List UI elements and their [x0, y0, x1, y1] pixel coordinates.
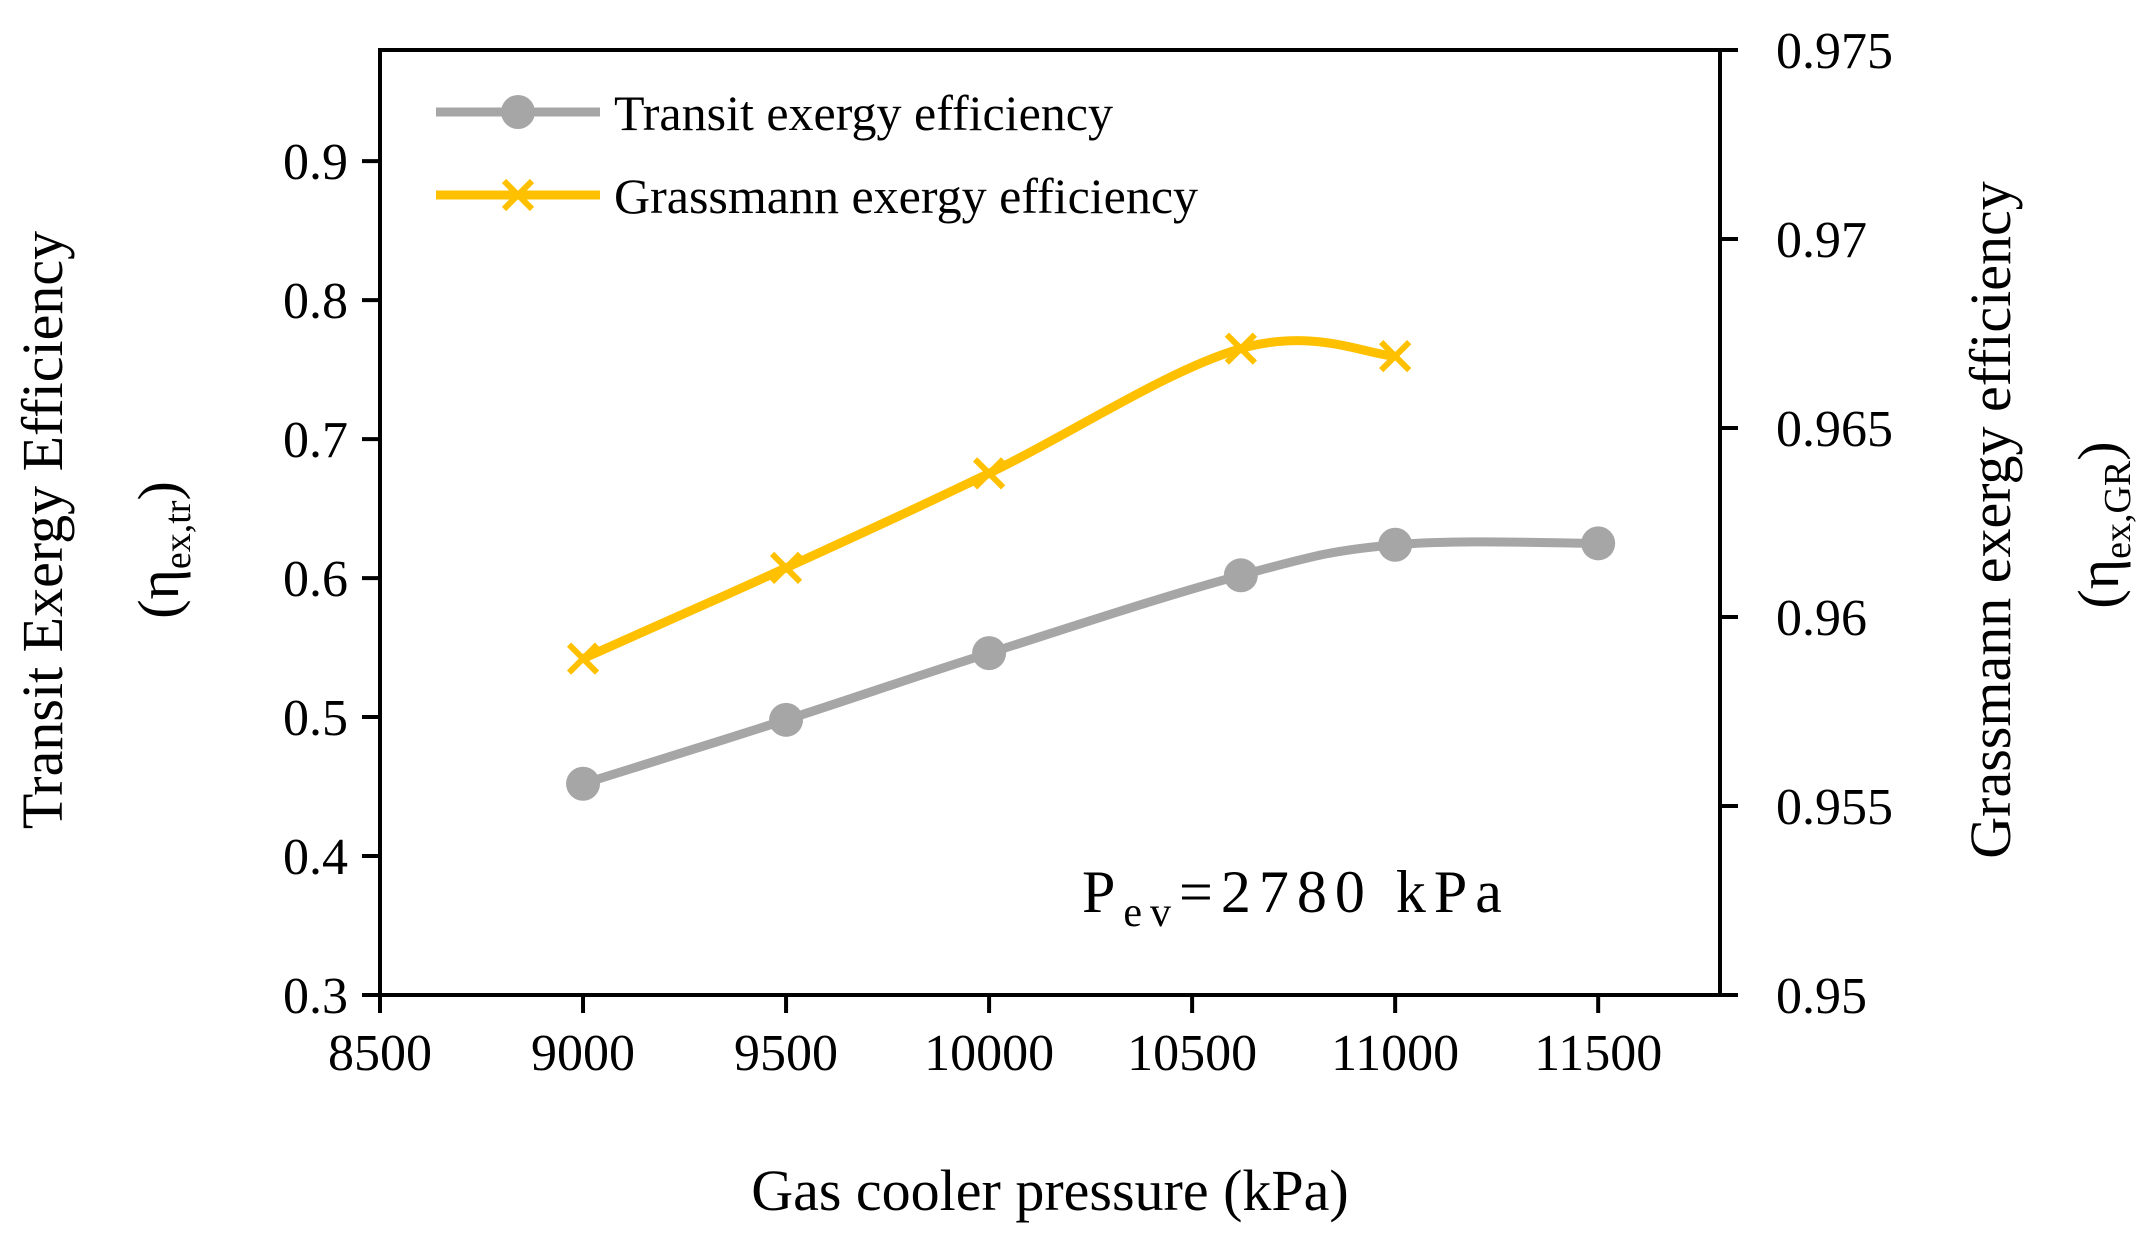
right-y-axis-title-line1: Grassmann exergy efficiency	[1958, 181, 2023, 858]
left-y-tick-label: 0.4	[283, 829, 348, 886]
left-y-axis-title: Transit Exergy Efficiency (ηex,tr)	[10, 231, 199, 829]
right-y-tick-label: 0.965	[1776, 401, 1893, 458]
x-tick-label: 11000	[1331, 1025, 1459, 1082]
x-tick-label: 9500	[734, 1025, 838, 1082]
annotation-subscript: ev	[1123, 890, 1179, 936]
transit-point-10620	[1223, 558, 1258, 593]
grassmann-point-10620	[1224, 332, 1257, 365]
grassmann-point-11000	[1379, 340, 1412, 373]
legend-marker-grassmann	[501, 178, 535, 212]
left-y-tick-label: 0.8	[283, 273, 348, 330]
plot-area-frame	[378, 48, 1722, 997]
x-tick-label: 11500	[1534, 1025, 1662, 1082]
x-tick-label: 9000	[531, 1025, 635, 1082]
grassmann-point-9000	[566, 642, 600, 675]
series-line-transit	[581, 537, 1599, 789]
legend-label-grassmann: Grassmann exergy efficiency	[614, 168, 1198, 224]
right-y-tick-label: 0.955	[1776, 779, 1893, 836]
left-y-tick-label: 0.9	[283, 134, 348, 191]
transit-point-11000	[1378, 527, 1413, 562]
right-y-axis-title: Grassmann exergy efficiency (ηex,GR)	[1958, 181, 2139, 858]
right-y-axis-symbol-close: )	[2066, 441, 2131, 460]
grassmann-point-9500	[769, 551, 803, 584]
left-y-axis-symbol-close: )	[126, 481, 191, 500]
tick-labels: 8500 9000 9500 10000 10500 11000 11500 0.3 0.4 0.…	[283, 23, 1893, 1082]
left-y-tick-label: 0.3	[283, 968, 348, 1025]
legend-marker-transit	[501, 95, 535, 129]
tick-marks	[362, 48, 1738, 1013]
x-tick-label: 10000	[924, 1025, 1054, 1082]
left-y-axis-symbol-open: (η	[126, 569, 191, 619]
right-y-axis-symbol-subscript: ex,GR	[2097, 460, 2139, 559]
x-tick-label: 10500	[1127, 1025, 1257, 1082]
legend: Transit exergy efficiency Grassmann exer…	[436, 85, 1198, 224]
grassmann-point-10000	[972, 457, 1006, 490]
annotation-value: =2780 kPa	[1179, 859, 1510, 925]
left-y-tick-label: 0.6	[283, 551, 348, 608]
left-y-axis-symbol-subscript: ex,tr	[157, 500, 199, 569]
left-y-axis-title-line1: Transit Exergy Efficiency	[10, 231, 75, 829]
right-y-tick-label: 0.95	[1776, 968, 1867, 1025]
x-axis-title: Gas cooler pressure (kPa)	[751, 1158, 1349, 1223]
transit-point-9000	[566, 766, 601, 801]
series-layer	[566, 332, 1616, 801]
transit-point-10000	[972, 636, 1007, 671]
evaporator-pressure-annotation: Pev=2780 kPa	[1082, 859, 1510, 936]
right-y-axis-title-symbol: (ηex,GR)	[2066, 441, 2139, 608]
left-y-tick-label: 0.5	[283, 690, 348, 747]
legend-label-transit: Transit exergy efficiency	[614, 85, 1113, 141]
right-y-tick-label: 0.97	[1776, 212, 1867, 269]
transit-point-9500	[769, 702, 804, 737]
right-y-axis-symbol-open: (η	[2066, 559, 2131, 609]
left-y-axis-title-symbol: (ηex,tr)	[126, 481, 199, 619]
x-tick-label: 8500	[328, 1025, 432, 1082]
annotation-base: P	[1082, 859, 1123, 925]
transit-point-11500	[1581, 526, 1616, 561]
right-y-tick-label: 0.975	[1776, 23, 1893, 80]
right-y-tick-label: 0.96	[1776, 590, 1867, 647]
left-y-tick-label: 0.7	[283, 412, 348, 469]
